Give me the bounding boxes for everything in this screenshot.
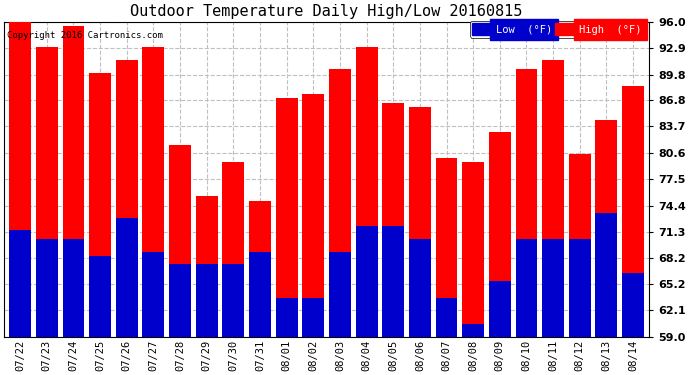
Title: Outdoor Temperature Daily High/Low 20160815: Outdoor Temperature Daily High/Low 20160… [130,4,523,19]
Bar [489,282,511,375]
Bar [409,239,431,375]
Bar [515,239,538,375]
Bar [89,73,111,375]
Bar [142,252,164,375]
Bar [409,107,431,375]
Bar [462,162,484,375]
Bar [515,69,538,375]
Bar [302,298,324,375]
Bar [329,252,351,375]
Legend: Low  (°F), High  (°F): Low (°F), High (°F) [470,21,644,38]
Bar [595,213,618,375]
Bar [622,86,644,375]
Bar [569,154,591,375]
Bar [63,26,84,375]
Bar [196,264,217,375]
Bar [116,217,138,375]
Bar [542,239,564,375]
Bar [489,132,511,375]
Bar [36,239,58,375]
Text: Copyright 2016 Cartronics.com: Copyright 2016 Cartronics.com [8,31,164,40]
Bar [595,120,618,375]
Bar [355,226,377,375]
Bar [222,264,244,375]
Bar [142,47,164,375]
Bar [382,226,404,375]
Bar [249,201,271,375]
Bar [355,47,377,375]
Bar [329,69,351,375]
Bar [569,239,591,375]
Bar [63,239,84,375]
Bar [36,47,58,375]
Bar [435,158,457,375]
Bar [382,103,404,375]
Bar [222,162,244,375]
Bar [276,98,297,375]
Bar [9,230,31,375]
Bar [542,60,564,375]
Bar [302,94,324,375]
Bar [249,252,271,375]
Bar [169,264,191,375]
Bar [196,196,217,375]
Bar [622,273,644,375]
Bar [89,256,111,375]
Bar [9,22,31,375]
Bar [169,145,191,375]
Bar [116,60,138,375]
Bar [462,324,484,375]
Bar [435,298,457,375]
Bar [276,298,297,375]
